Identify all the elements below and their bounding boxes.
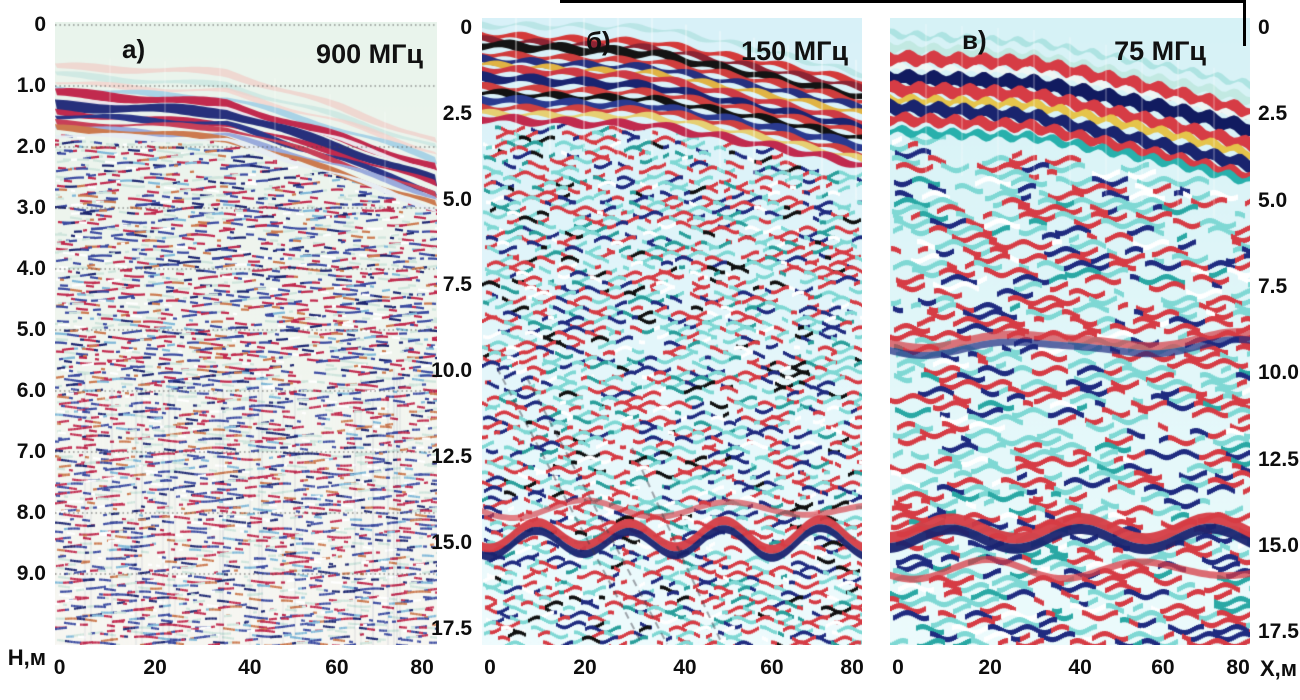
depth-tick-right: 15.0 <box>1258 533 1299 557</box>
x-tick-b: 80 <box>840 656 864 679</box>
depth-tick-left: 0 <box>34 13 46 36</box>
freq-label-75: 75 МГц <box>1114 36 1206 66</box>
x-tick-b: 0 <box>484 656 496 679</box>
panel-label-a: а) <box>122 34 146 64</box>
depth-tick-middle: 17.5 <box>431 616 472 640</box>
x-tick-a: 60 <box>325 656 349 679</box>
x-tick-v: 0 <box>892 656 904 679</box>
x-tick-v: 40 <box>1068 656 1092 679</box>
depth-axis-unit-label: Н,м <box>7 645 46 670</box>
depth-tick-middle: 10.0 <box>431 359 472 383</box>
depth-tick-left: 9.0 <box>16 562 46 585</box>
x-tick-b: 40 <box>673 656 697 679</box>
depth-tick-left: 5.0 <box>16 318 46 341</box>
right-axis-line <box>1243 0 1246 46</box>
depth-tick-left: 7.0 <box>16 440 46 463</box>
x-tick-a: 20 <box>143 656 167 679</box>
depth-tick-right: 10.0 <box>1258 361 1299 385</box>
depth-tick-left: 1.0 <box>16 74 46 97</box>
x-tick-v: 20 <box>978 656 1002 679</box>
radargram-a <box>55 22 437 645</box>
depth-tick-right: 7.5 <box>1258 274 1288 298</box>
panel-label-b: б) <box>586 26 611 56</box>
x-tick-v: 60 <box>1151 656 1175 679</box>
distance-axis-unit-label: Х,м <box>1260 656 1298 681</box>
freq-label-150: 150 МГц <box>741 36 848 66</box>
x-tick-b: 20 <box>573 656 597 679</box>
depth-tick-left: 3.0 <box>16 196 46 219</box>
depth-tick-left: 4.0 <box>16 257 46 280</box>
depth-tick-left: 6.0 <box>16 379 46 402</box>
depth-tick-middle: 5.0 <box>442 187 472 211</box>
depth-tick-right: 2.5 <box>1258 102 1288 126</box>
top-border-line <box>560 0 1246 3</box>
freq-label-900: 900 МГц <box>316 39 423 69</box>
depth-tick-middle: 0 <box>460 16 472 39</box>
x-tick-a: 40 <box>238 656 262 679</box>
depth-tick-middle: 2.5 <box>442 101 472 125</box>
x-tick-a: 80 <box>410 656 434 679</box>
depth-tick-right: 5.0 <box>1258 188 1288 212</box>
x-tick-b: 60 <box>760 656 784 679</box>
depth-tick-left: 8.0 <box>16 501 46 524</box>
depth-tick-middle: 15.0 <box>431 530 472 554</box>
x-tick-a: 0 <box>53 656 66 679</box>
radargram-v <box>890 18 1250 645</box>
depth-tick-left: 2.0 <box>16 135 46 158</box>
depth-tick-right: 17.5 <box>1258 620 1299 644</box>
depth-tick-middle: 12.5 <box>431 445 472 468</box>
depth-tick-right: 12.5 <box>1258 447 1299 471</box>
depth-tick-right: 0 <box>1258 16 1270 39</box>
radargram-b <box>482 18 862 645</box>
x-tick-v: 80 <box>1226 656 1250 679</box>
panel-label-v: в) <box>962 25 987 55</box>
depth-tick-middle: 7.5 <box>442 273 472 297</box>
